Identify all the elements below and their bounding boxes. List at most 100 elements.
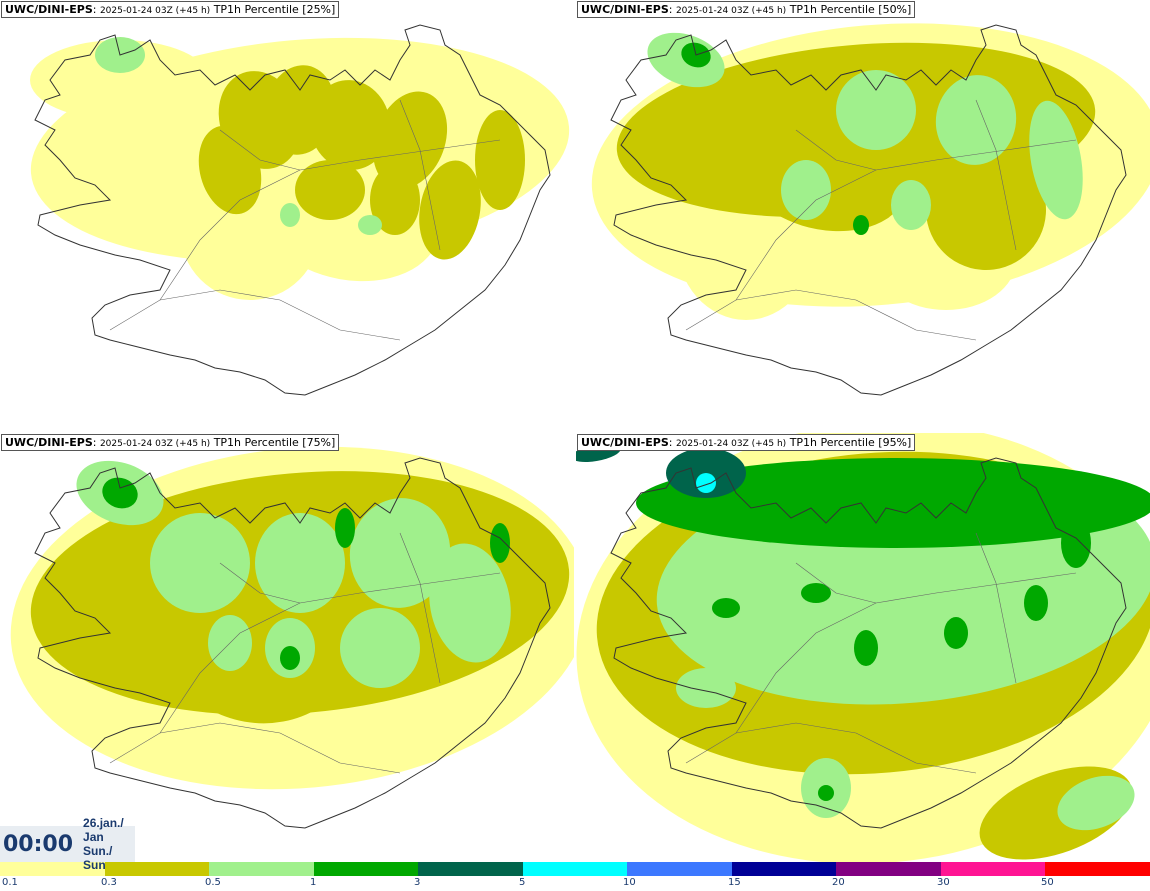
precip-fields: [10, 446, 574, 790]
precip-area: [853, 215, 869, 235]
precip-area: [854, 630, 878, 666]
valid-date: 26.jan./ Jan Sun./ Sun: [83, 816, 135, 872]
legend-swatch: [1045, 862, 1150, 876]
precip-area: [836, 70, 916, 150]
precip-area: [801, 583, 831, 603]
precip-area: [349, 498, 451, 608]
map-panel-p25: UWC/DINI-EPS: 2025-01-24 03Z (+45 h) TP1…: [0, 0, 574, 430]
panel-title: UWC/DINI-EPS: 2025-01-24 03Z (+45 h) TP1…: [577, 1, 916, 18]
panel-title: UWC/DINI-EPS: 2025-01-24 03Z (+45 h) TP1…: [1, 1, 340, 18]
precip-area: [429, 543, 511, 663]
run-time: 2025-01-24 03Z (+45 h): [675, 439, 787, 449]
precip-area: [712, 598, 740, 618]
precip-area: [891, 180, 931, 230]
precip-area: [309, 80, 391, 170]
road-line: [219, 562, 301, 604]
model-name: UWC/DINI-EPS: [5, 3, 93, 16]
map-panel-p75: UWC/DINI-EPS: 2025-01-24 03Z (+45 h) TP1…: [0, 433, 574, 863]
map-panel-p95: UWC/DINI-EPS: 2025-01-24 03Z (+45 h) TP1…: [576, 433, 1150, 863]
legend-label: 15: [728, 877, 741, 888]
field-name: TP1h Percentile [25%]: [213, 3, 336, 16]
legend-swatch: [104, 862, 210, 876]
precip-area: [1029, 100, 1083, 220]
valid-date-line: 26.jan./ Jan: [83, 816, 124, 844]
iceland-coastline: [610, 24, 1127, 396]
precip-area: [150, 513, 250, 613]
road-line: [685, 289, 977, 341]
road-line: [975, 99, 1017, 251]
legend-swatch: [313, 862, 419, 876]
precip-area: [340, 608, 420, 688]
precip-fields: [576, 433, 1150, 863]
legend-label: 0.1: [2, 877, 18, 888]
road-line: [109, 722, 401, 774]
panel-title: UWC/DINI-EPS: 2025-01-24 03Z (+45 h) TP1…: [1, 434, 340, 451]
precip-area: [490, 523, 510, 563]
valid-day-line: Sun./ Sun: [83, 844, 113, 872]
legend-swatch: [836, 862, 941, 876]
precip-area: [935, 75, 1017, 165]
road-line: [219, 129, 301, 171]
legend-swatch: [209, 862, 314, 876]
coastline-path: [610, 24, 1127, 396]
model-name: UWC/DINI-EPS: [581, 3, 669, 16]
precip-area: [280, 203, 300, 227]
precip-map: [10, 446, 574, 829]
legend-label: 1: [310, 877, 317, 888]
legend-label: 0.5: [205, 877, 221, 888]
precip-area: [335, 508, 355, 548]
valid-clock: 00:00: [3, 831, 74, 857]
legend-label: 3: [414, 877, 421, 888]
precip-area: [475, 110, 525, 210]
road-line: [975, 532, 1017, 684]
precip-area: [370, 165, 420, 235]
panel-title: UWC/DINI-EPS: 2025-01-24 03Z (+45 h) TP1…: [577, 434, 916, 451]
legend-label: 20: [832, 877, 845, 888]
legend-label: 50: [1041, 877, 1054, 888]
model-name: UWC/DINI-EPS: [5, 436, 93, 449]
precip-map: [576, 433, 1150, 863]
road-line: [795, 562, 877, 604]
precip-area: [944, 617, 968, 649]
field-name: TP1h Percentile [50%]: [789, 3, 912, 16]
model-name: UWC/DINI-EPS: [581, 436, 669, 449]
precip-area: [419, 160, 481, 260]
legend-swatch: [522, 862, 628, 876]
precip-area: [926, 150, 1046, 270]
precip-area: [1057, 775, 1135, 831]
field-name: TP1h Percentile [95%]: [789, 436, 912, 449]
precip-fields: [30, 37, 570, 300]
precip-area: [1024, 585, 1048, 621]
color-legend-bar: [0, 862, 1150, 876]
road-line: [795, 129, 877, 171]
coastline-path: [34, 24, 551, 396]
road-line: [399, 532, 441, 684]
legend-swatch: [0, 862, 105, 876]
precip-map: [30, 24, 570, 396]
legend-swatch: [418, 862, 523, 876]
road-line: [109, 289, 401, 341]
precip-area: [255, 513, 345, 613]
precip-area: [280, 646, 300, 670]
valid-time-box: 00:00 26.jan./ Jan Sun./ Sun: [0, 816, 135, 872]
iceland-coastline: [34, 24, 551, 396]
precip-fields: [591, 23, 1150, 320]
precip-area: [30, 40, 210, 120]
precip-area: [1061, 518, 1091, 568]
precip-area: [636, 458, 1150, 548]
legend-swatch: [731, 862, 837, 876]
legend-label: 30: [937, 877, 950, 888]
legend-label: 10: [623, 877, 636, 888]
precip-area: [676, 668, 736, 708]
legend-swatch: [940, 862, 1046, 876]
run-time: 2025-01-24 03Z (+45 h): [675, 6, 787, 16]
legend-label: 0.3: [101, 877, 117, 888]
precip-area: [358, 215, 382, 235]
legend-swatch: [627, 862, 732, 876]
precip-area: [818, 785, 834, 801]
field-name: TP1h Percentile [75%]: [213, 436, 336, 449]
precip-area: [696, 473, 716, 493]
precip-area: [295, 160, 365, 220]
iceland-coastline: [34, 457, 551, 829]
